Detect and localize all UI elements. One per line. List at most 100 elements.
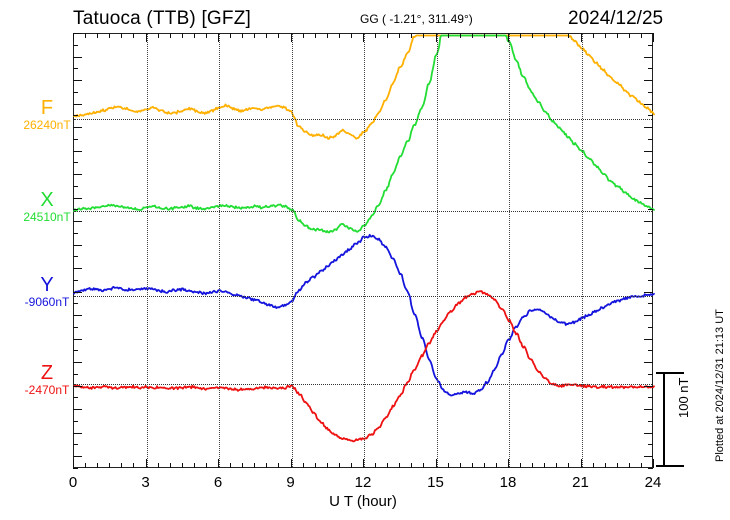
x-axis-tick — [580, 459, 582, 468]
baseline-x — [74, 211, 652, 212]
x-axis-tick — [508, 459, 509, 468]
y-axis-tick — [644, 56, 653, 58]
x-axis-tick — [411, 33, 413, 38]
y-axis-tick — [644, 456, 653, 457]
component-label-z: Z -2470nT — [25, 363, 70, 398]
x-axis-tick — [157, 463, 159, 468]
x-axis-tick — [181, 463, 183, 468]
x-axis-tick — [302, 33, 304, 38]
component-name-f: F — [40, 97, 54, 119]
x-axis-tick — [520, 33, 522, 38]
y-axis-tick — [648, 420, 653, 422]
x-axis-tick-label: 3 — [141, 474, 150, 491]
x-axis-tick — [169, 33, 171, 38]
y-axis-tick — [73, 303, 78, 305]
y-axis-tick — [648, 138, 653, 140]
x-axis-tick-label: 18 — [499, 474, 517, 491]
x-axis-tick — [109, 33, 111, 38]
y-axis-tick — [648, 397, 653, 399]
x-axis-tick — [556, 463, 558, 468]
y-axis-tick — [644, 362, 653, 363]
x-axis-tick — [338, 33, 340, 38]
x-axis-tick — [193, 463, 195, 468]
y-axis-tick — [648, 373, 653, 375]
y-axis-tick — [648, 444, 653, 446]
y-axis-tick — [73, 56, 82, 58]
x-axis-tick — [592, 463, 594, 468]
x-axis-tick — [616, 33, 618, 38]
x-axis-tick — [532, 33, 534, 38]
x-axis-tick-label: 21 — [572, 474, 589, 491]
y-axis-tick — [648, 44, 653, 46]
x-axis-tick — [254, 33, 256, 38]
component-label-y: Y -9060nT — [25, 275, 70, 310]
y-axis-tick — [73, 244, 82, 246]
x-axis-tick — [435, 459, 437, 468]
y-axis-tick — [644, 268, 653, 269]
scale-bar — [663, 372, 665, 466]
scale-bar-top-cap — [656, 372, 684, 374]
x-axis-tick — [387, 463, 389, 468]
y-axis-tick — [644, 338, 653, 340]
y-axis-tick — [73, 420, 78, 422]
x-axis-tick — [290, 459, 292, 468]
x-axis-tick — [556, 33, 558, 38]
x-axis-tick — [435, 33, 437, 42]
component-name-z: Z — [40, 362, 54, 384]
x-axis-tick — [145, 459, 147, 468]
x-axis-tick — [133, 33, 135, 38]
y-axis-tick — [73, 291, 82, 293]
x-axis-tick — [326, 463, 328, 468]
x-axis-tick — [85, 33, 87, 38]
y-axis-tick — [648, 209, 653, 211]
y-axis-tick — [648, 256, 653, 258]
x-axis-tick — [640, 33, 642, 38]
y-axis-tick — [73, 338, 82, 340]
x-axis-tick — [193, 33, 195, 38]
grid-line-vertical — [146, 34, 148, 467]
x-axis-tick — [628, 33, 630, 38]
magnetogram-plot-area — [73, 33, 655, 468]
y-axis-tick — [73, 385, 82, 387]
y-axis-tick — [73, 362, 82, 363]
x-axis-tick — [423, 463, 425, 468]
y-axis-tick — [73, 256, 78, 258]
x-axis-tick — [653, 459, 654, 468]
y-axis-tick — [73, 397, 78, 399]
x-axis-tick — [157, 33, 159, 38]
y-axis-tick — [73, 456, 82, 457]
x-axis-tick — [532, 463, 534, 468]
y-axis-tick — [644, 80, 653, 81]
x-axis-tick — [314, 463, 316, 468]
x-axis-tick — [230, 463, 232, 468]
x-axis-tick — [375, 463, 377, 468]
x-axis-tick — [278, 463, 280, 468]
y-axis-tick — [73, 373, 78, 375]
x-axis-tick — [363, 459, 364, 468]
x-axis-tick — [73, 33, 74, 42]
y-axis-tick — [73, 326, 78, 328]
x-axis-tick — [266, 33, 268, 38]
x-axis-tick — [399, 33, 401, 38]
y-axis-tick — [648, 326, 653, 328]
x-axis-tick — [73, 459, 74, 468]
x-axis-tick — [399, 463, 401, 468]
x-axis-tick — [580, 33, 582, 42]
y-axis-tick — [73, 185, 78, 187]
x-axis-tick — [242, 463, 244, 468]
x-axis-tick — [205, 463, 207, 468]
y-axis-tick — [73, 44, 78, 46]
x-axis-tick — [326, 33, 328, 38]
y-axis-tick — [644, 291, 653, 293]
x-axis-tick — [230, 33, 232, 38]
x-axis-tick — [218, 33, 219, 42]
y-axis-tick — [644, 127, 653, 128]
x-axis-tick — [350, 33, 352, 38]
x-axis-tick — [254, 463, 256, 468]
x-axis-tick — [218, 459, 219, 468]
x-axis-tick — [459, 33, 461, 38]
x-axis-tick — [314, 33, 316, 38]
component-baseline-value-f: 26240nT — [23, 118, 71, 132]
y-axis-tick — [73, 432, 82, 434]
grid-line-vertical — [364, 34, 365, 467]
